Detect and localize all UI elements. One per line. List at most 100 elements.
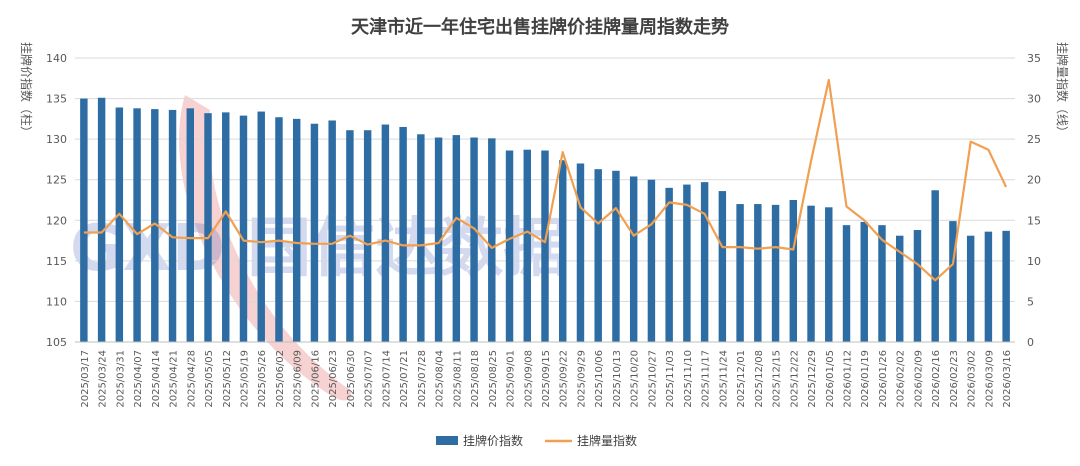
left-tick-label: 115 [46,255,67,268]
x-tick-label: 2025/11/03 [665,350,676,408]
price-index-bar [381,124,390,342]
price-index-bar [168,109,177,342]
x-axis: 2025/03/17 2025/03/24 2025/03/31 2025/04/07… [75,341,1015,408]
x-tick-label: 2025/11/17 [701,350,712,408]
price-index-bar [789,200,798,342]
price-index-bar [736,204,744,342]
x-tick-label: 2025/07/28 [417,350,428,408]
right-tick-label: 5 [1027,295,1034,308]
x-tick-label: 2025/10/06 [594,350,605,408]
price-index-bar [984,231,993,342]
x-tick-label: 2025/08/11 [452,350,463,408]
x-tick-label: 2025/10/13 [612,350,623,408]
x-tick-label: 2025/07/14 [381,350,392,408]
x-tick-label: 2025/12/29 [807,350,818,408]
x-tick-label: 2026/01/19 [860,350,871,408]
price-index-bar [257,111,265,342]
price-index-bar [931,190,939,342]
listing-volume-line [83,78,1008,282]
price-index-bar [292,118,301,342]
x-tick-label: 2025/11/10 [683,350,694,408]
price-index-bar [204,113,212,342]
price-index-bar [115,107,124,342]
x-tick-label: 2025/12/08 [754,350,765,408]
price-index-bar [239,115,248,343]
x-tick-label: 2025/05/26 [257,350,268,408]
x-tick-label: 2025/10/20 [630,350,641,408]
x-tick-label: 2025/12/22 [789,350,800,408]
x-tick-label: 2025/08/18 [470,350,481,408]
left-tick-label: 130 [46,133,67,146]
left-tick-label: 125 [46,174,67,187]
price-index-bar [825,207,833,342]
price-index-bar [328,120,336,342]
x-tick-label: 2025/06/16 [310,350,321,408]
x-tick-label: 2025/03/31 [115,350,126,408]
price-index-bar [949,221,957,342]
price-index-bar [559,160,567,342]
x-tick-label: 2026/01/12 [843,350,854,408]
x-tick-label: 2025/09/01 [506,350,517,408]
x-tick-label: 2026/01/05 [825,350,836,408]
legend-label-line: 挂牌量指数 [577,433,637,448]
right-tick-label: 30 [1027,93,1041,106]
left-tick-label: 110 [46,295,67,308]
price-index-bar [771,204,780,342]
x-tick-label: 2026/03/16 [1002,350,1013,408]
x-tick-label: 2025/06/30 [346,350,357,408]
left-tick-label: 135 [46,93,67,106]
left-tick-label: 120 [46,214,67,227]
price-index-bar [310,123,319,343]
watermark-swoosh [179,95,352,401]
x-tick-label: 2025/03/17 [80,350,91,408]
x-tick-label: 2026/02/02 [896,350,907,408]
right-axis: 0 5 10 15 20 25 30 35 [1027,52,1041,349]
price-index-bar [80,98,88,342]
price-index-bar [488,138,496,342]
price-index-bar [754,204,762,342]
left-axis-label: 挂牌价指数（柱） [19,42,34,138]
right-tick-label: 25 [1027,133,1041,146]
x-tick-label: 2025/05/19 [240,350,251,408]
price-index-bar [452,135,461,342]
price-index-bar [683,184,691,342]
price-index-bar [541,150,549,342]
x-tick-label: 2025/06/02 [275,350,286,408]
x-tick-label: 2026/02/09 [914,350,925,408]
price-index-bar [97,97,106,342]
price-index-bar [895,235,904,342]
x-tick-label: 2025/09/15 [541,350,552,408]
price-index-bar [612,170,620,342]
x-tick-label: 2026/01/26 [878,350,889,408]
x-tick-label: 2025/05/12 [222,350,233,408]
price-index-bar [842,225,851,342]
right-tick-label: 0 [1027,336,1034,349]
price-index-bar [647,179,656,342]
x-tick-label: 2026/03/09 [984,350,995,408]
right-tick-label: 15 [1027,214,1041,227]
right-axis-label: 挂牌量指数（线） [1055,42,1070,138]
price-index-bar [878,225,886,342]
x-tick-label: 2025/12/01 [736,350,747,408]
x-tick-label: 2025/09/29 [577,350,588,408]
x-tick-label: 2026/02/23 [949,350,960,408]
price-index-bar [718,191,727,342]
x-tick-label: 2025/08/25 [488,350,499,408]
x-tick-label: 2025/06/23 [328,350,339,408]
x-tick-label: 2025/04/21 [169,350,180,408]
x-tick-label: 2026/02/16 [931,350,942,408]
right-tick-label: 35 [1027,52,1041,65]
x-tick-label: 2025/09/22 [559,350,570,408]
price-index-bar [434,137,443,342]
x-tick-label: 2025/04/14 [151,350,162,408]
x-tick-label: 2025/11/24 [718,350,729,408]
price-index-bar [470,137,478,342]
price-index-bar [222,112,230,342]
x-tick-label: 2025/10/27 [647,350,658,408]
price-index-bar [505,150,514,342]
x-tick-label: 2025/03/24 [98,350,109,408]
price-index-bar [1002,230,1010,342]
x-tick-label: 2025/12/15 [772,350,783,408]
